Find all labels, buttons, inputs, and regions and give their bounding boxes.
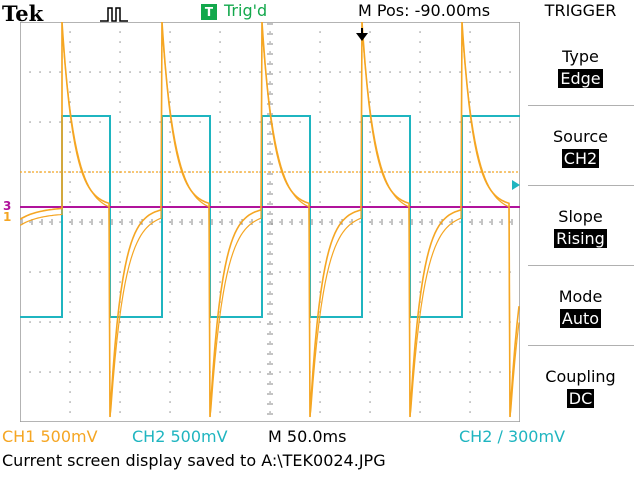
menu-coupling-label: Coupling <box>545 367 616 386</box>
status-message: Current screen display saved to A:\TEK00… <box>2 451 386 470</box>
waveform-display <box>20 22 520 422</box>
menu-type-button[interactable]: Type Edge <box>521 26 640 106</box>
menu-mode-button[interactable]: Mode Auto <box>521 266 640 346</box>
trigger-status-badge: T <box>201 4 217 20</box>
menu-type-value: Edge <box>558 69 603 88</box>
menu-title: TRIGGER <box>544 1 617 20</box>
ch3-marker: 3 <box>3 199 12 213</box>
menu-coupling-button[interactable]: Coupling DC <box>521 346 640 426</box>
menu-divider <box>528 185 634 186</box>
ch2-scale-readout: CH2 500mV <box>132 427 228 446</box>
pulse-waveform-icon <box>100 7 128 22</box>
menu-source-value: CH2 <box>561 149 600 168</box>
trigger-status: Trig'd <box>224 1 268 20</box>
menu-divider <box>528 105 634 106</box>
horizontal-position-readout: M Pos: -90.00ms <box>358 1 491 20</box>
menu-slope-button[interactable]: Slope Rising <box>521 186 640 266</box>
menu-mode-label: Mode <box>558 287 603 306</box>
menu-source-label: Source <box>553 127 608 146</box>
menu-slope-value: Rising <box>554 229 607 248</box>
ch1-marker: 1 <box>3 210 12 224</box>
menu-mode-value: Auto <box>559 309 602 328</box>
menu-type-label: Type <box>562 47 599 66</box>
graticule <box>21 23 513 415</box>
trigger-position-arrow-icon <box>356 28 368 41</box>
trigger-level-readout: CH2 ∕ 300mV <box>459 427 566 446</box>
menu-coupling-value: DC <box>566 389 595 408</box>
menu-divider <box>528 265 634 266</box>
timebase-readout: M 50.0ms <box>268 427 347 446</box>
trigger-level-arrow-icon <box>512 180 520 190</box>
menu-divider <box>528 345 634 346</box>
ch1-scale-readout: CH1 500mV <box>2 427 98 446</box>
menu-source-button[interactable]: Source CH2 <box>521 106 640 186</box>
menu-slope-label: Slope <box>558 207 603 226</box>
ch1-trace-persistence <box>20 22 520 418</box>
